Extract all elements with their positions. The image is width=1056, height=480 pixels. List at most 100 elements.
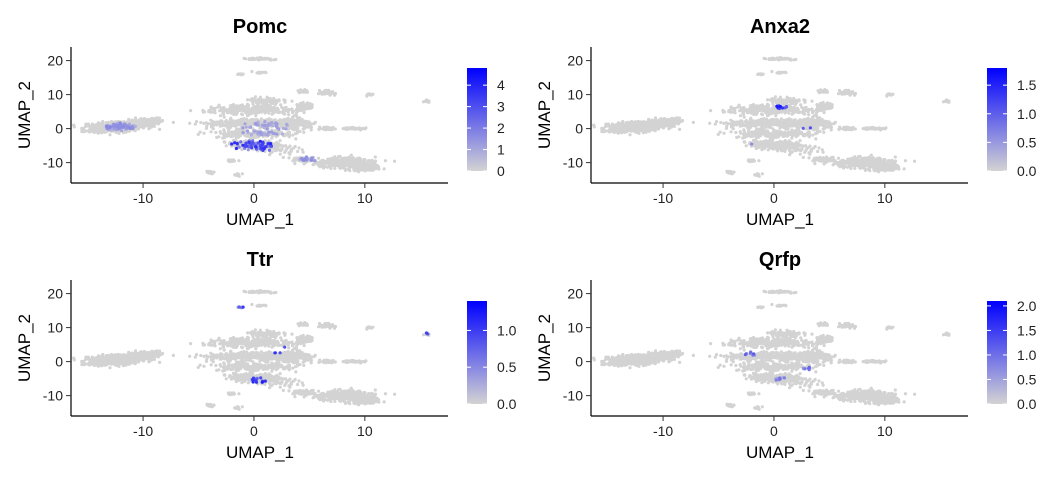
cell-point [716, 132, 720, 136]
cell-point [765, 102, 770, 106]
expressing-cell-point [274, 124, 278, 128]
cell-point [600, 130, 604, 134]
cell-point [281, 110, 285, 114]
cell-point [817, 146, 821, 150]
cell-point [788, 153, 792, 157]
cell-point [623, 128, 628, 132]
cell-point [771, 108, 775, 112]
cell-point [240, 148, 244, 152]
cell-point [297, 123, 301, 127]
cell-point [295, 129, 299, 133]
cell-point [267, 117, 271, 121]
cell-point [779, 98, 783, 102]
cell-point [298, 103, 302, 107]
cell-point [769, 145, 773, 149]
cell-point [629, 128, 633, 132]
cell-point [347, 163, 351, 167]
y-tick-label: -10 [43, 155, 63, 171]
cell-point [761, 123, 765, 127]
cell-point [295, 123, 299, 127]
cell-point [235, 135, 239, 139]
expressing-cell-point [249, 143, 253, 147]
cell-point [752, 110, 756, 114]
cell-point [294, 156, 298, 160]
cell-point [244, 57, 248, 61]
cell-point [628, 133, 632, 137]
cell-point [820, 148, 824, 152]
cell-point [349, 153, 353, 157]
cell-point [816, 126, 820, 130]
cell-point [209, 118, 213, 122]
cell-point [803, 134, 807, 138]
expressing-cell-point [241, 131, 245, 135]
expressing-cell-point [270, 130, 274, 134]
cell-point [644, 121, 648, 125]
cell-point [237, 72, 241, 76]
cell-point [321, 91, 325, 95]
cell-point [807, 113, 811, 117]
expressing-cell-point [244, 141, 248, 145]
colorbar-tick-label: 2 [497, 120, 505, 136]
expressing-cell-point [301, 158, 305, 162]
cell-point [738, 109, 742, 113]
cell-point [238, 108, 242, 112]
expressing-cell-point [133, 124, 137, 128]
cell-point [97, 123, 101, 127]
expressing-cell-point [262, 146, 266, 151]
cell-point [245, 102, 250, 106]
expressing-cell-point [112, 124, 116, 128]
cell-point [815, 129, 819, 133]
cell-point [766, 105, 770, 109]
cell-point [291, 111, 295, 115]
cell-point [617, 123, 621, 127]
cell-point [803, 122, 807, 127]
cell-point [235, 106, 239, 111]
cell-point [292, 146, 296, 150]
cell-point [136, 124, 140, 129]
cell-point [342, 166, 346, 171]
cell-point [709, 109, 713, 113]
cell-point [795, 122, 800, 127]
cell-point [635, 123, 639, 128]
cell-point [294, 137, 298, 141]
cell-point [743, 120, 747, 124]
cell-point [286, 110, 290, 114]
cell-point [735, 135, 739, 139]
cell-point [373, 166, 377, 170]
cell-point [278, 152, 282, 156]
cell-point [726, 122, 730, 126]
cell-point [268, 153, 272, 157]
cell-point [755, 106, 759, 111]
cell-point [774, 114, 778, 118]
expressing-cell-point [313, 159, 317, 163]
cell-point [722, 131, 726, 135]
cell-point [765, 123, 769, 127]
cell-point [767, 111, 771, 116]
cell-point [202, 110, 207, 114]
cell-point [602, 126, 606, 130]
cell-point [330, 91, 334, 95]
cell-point [275, 144, 279, 148]
cell-point [245, 118, 249, 122]
cell-point [758, 134, 763, 138]
cell-point [765, 118, 769, 122]
cell-point [754, 104, 758, 108]
cell-point [279, 103, 283, 107]
cell-point [825, 120, 830, 124]
cell-point [262, 57, 266, 61]
cell-point [642, 126, 646, 130]
cell-point [777, 101, 781, 105]
cell-point [733, 106, 737, 110]
cell-point [382, 167, 386, 171]
cell-point [268, 57, 272, 61]
cell-point [90, 125, 94, 129]
cell-point [322, 126, 326, 131]
cell-point [620, 124, 624, 128]
expressing-cell-point [241, 143, 245, 147]
expressing-cell-point [254, 122, 258, 126]
cell-point [636, 130, 641, 134]
cell-point [616, 127, 620, 131]
colorbar-tick-label: 0 [497, 163, 505, 179]
cell-point [258, 95, 262, 99]
cell-point [771, 141, 775, 145]
